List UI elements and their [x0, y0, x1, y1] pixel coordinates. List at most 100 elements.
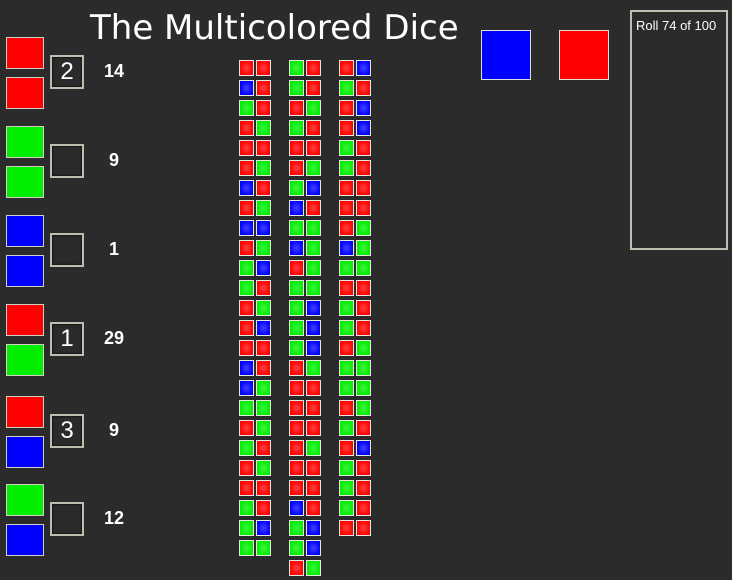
history-die [239, 260, 254, 276]
combo-count: 1 [108, 239, 119, 259]
combo-row: 2 14 [6, 37, 136, 121]
history-die [256, 60, 271, 76]
history-die [239, 520, 254, 536]
history-pair [239, 320, 271, 340]
history-column [239, 60, 271, 560]
history-pair [339, 340, 371, 360]
history-die [289, 500, 304, 516]
history-die [256, 460, 271, 476]
history-die [356, 400, 371, 416]
combo-die-bottom [6, 255, 44, 287]
history-die [256, 220, 271, 236]
history-pair [239, 100, 271, 120]
history-die [256, 540, 271, 556]
history-die [306, 560, 321, 576]
history-die [256, 240, 271, 256]
combo-count: 12 [103, 508, 125, 528]
history-pair [339, 380, 371, 400]
history-pair [339, 80, 371, 100]
history-die [356, 360, 371, 376]
history-pair [239, 180, 271, 200]
history-pair [239, 420, 271, 440]
history-die [306, 360, 321, 376]
history-die [289, 260, 304, 276]
history-die [239, 60, 254, 76]
history-die [239, 540, 254, 556]
history-die [256, 140, 271, 156]
history-die [339, 200, 354, 216]
history-die [306, 300, 321, 316]
history-pair [289, 540, 321, 560]
history-pair [239, 400, 271, 420]
history-pair [289, 380, 321, 400]
history-pair [289, 160, 321, 180]
history-die [339, 100, 354, 116]
history-die [356, 60, 371, 76]
history-die [339, 240, 354, 256]
history-die [256, 300, 271, 316]
history-die [306, 340, 321, 356]
history-die [306, 500, 321, 516]
history-die [339, 520, 354, 536]
history-die [356, 320, 371, 336]
history-pair [339, 300, 371, 320]
history-die [339, 340, 354, 356]
combo-die-top [6, 37, 44, 69]
history-die [256, 120, 271, 136]
history-die [306, 400, 321, 416]
history-die [306, 220, 321, 236]
history-pair [239, 240, 271, 260]
combo-row: 1 29 [6, 304, 136, 388]
history-pair [289, 460, 321, 480]
history-pair [239, 480, 271, 500]
history-die [256, 420, 271, 436]
history-pair [289, 340, 321, 360]
combo-die-top [6, 126, 44, 158]
history-pair [339, 360, 371, 380]
history-pair [289, 400, 321, 420]
history-die [306, 240, 321, 256]
combo-die-bottom [6, 344, 44, 376]
history-die [339, 60, 354, 76]
combo-rank-box: 3 [50, 414, 84, 448]
history-pair [339, 140, 371, 160]
combo-count: 14 [103, 61, 125, 81]
history-die [289, 520, 304, 536]
combo-rank-box: 2 [50, 55, 84, 89]
combo-die-top [6, 484, 44, 516]
history-die [289, 160, 304, 176]
history-die [239, 440, 254, 456]
history-die [339, 420, 354, 436]
history-die [339, 500, 354, 516]
combo-die-top [6, 396, 44, 428]
history-pair [339, 220, 371, 240]
history-die [356, 100, 371, 116]
history-die [306, 520, 321, 536]
history-die [289, 540, 304, 556]
history-die [289, 80, 304, 96]
history-pair [289, 480, 321, 500]
history-die [239, 240, 254, 256]
history-die [256, 500, 271, 516]
history-die [339, 80, 354, 96]
history-pair [339, 60, 371, 80]
page-title: The Multicolored Dice [90, 8, 459, 48]
history-die [306, 460, 321, 476]
history-die [306, 140, 321, 156]
history-die [289, 360, 304, 376]
history-die [356, 280, 371, 296]
history-die [239, 200, 254, 216]
history-die [289, 120, 304, 136]
history-die [256, 380, 271, 396]
history-die [256, 180, 271, 196]
history-die [339, 160, 354, 176]
history-die [356, 480, 371, 496]
history-pair [289, 140, 321, 160]
history-die [356, 500, 371, 516]
history-die [256, 320, 271, 336]
history-die [306, 80, 321, 96]
history-pair [239, 200, 271, 220]
history-die [339, 400, 354, 416]
history-pair [239, 300, 271, 320]
history-die [306, 480, 321, 496]
